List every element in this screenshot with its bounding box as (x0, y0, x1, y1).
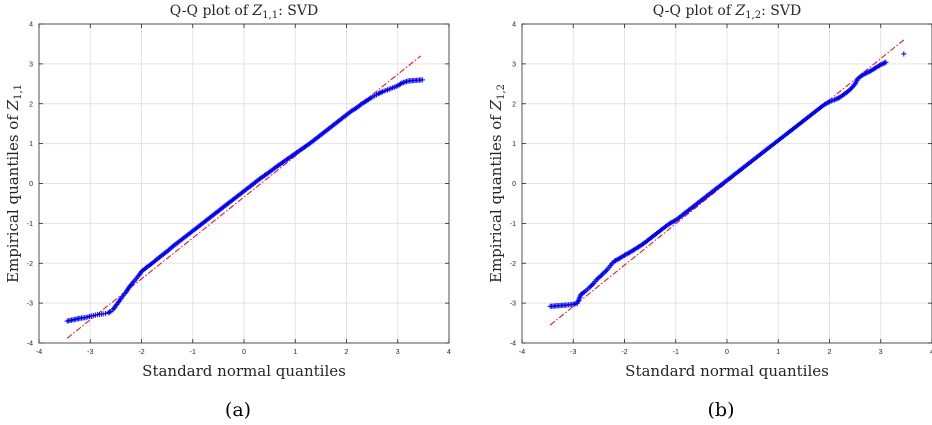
x-tick-label: -1 (673, 349, 679, 356)
y-tick-label: 1 (512, 141, 516, 148)
x-tick-label: 3 (396, 349, 400, 356)
data-point (580, 290, 586, 296)
ylabel-var: Z (487, 99, 505, 111)
y-tick-label: -2 (510, 261, 516, 268)
y-axis-label: Empirical quantiles of Z1,1 (4, 84, 24, 283)
data-point (103, 310, 109, 317)
x-tick-label: -4 (36, 349, 42, 356)
y-tick-label: -3 (510, 301, 516, 308)
x-tick-label: -2 (138, 349, 144, 356)
x-tick-label: 1 (776, 349, 780, 356)
x-tick-label: -3 (570, 349, 576, 356)
ylabel-prefix: Empirical quantiles of (487, 110, 505, 283)
x-tick-label: -1 (190, 349, 196, 356)
y-tick-label: 0 (512, 181, 516, 188)
title-suffix: : SVD (761, 3, 801, 19)
panel-caption: (a) (225, 399, 251, 421)
x-tick-label: 3 (879, 349, 883, 356)
x-tick-label: -4 (519, 349, 525, 356)
data-point (851, 82, 857, 88)
data-point (901, 51, 907, 57)
y-tick-label: -3 (27, 301, 33, 308)
data-point (590, 281, 596, 287)
ylabel-var: Z (4, 99, 22, 111)
y-tick-label: -4 (510, 341, 516, 348)
x-tick-label: 1 (293, 349, 297, 356)
data-points (64, 77, 425, 324)
y-tick-label: -4 (27, 341, 33, 348)
title-prefix: Q-Q plot of (170, 3, 253, 19)
y-tick-label: -1 (27, 221, 33, 228)
ylabel-sub: 1,2 (496, 84, 507, 100)
panel-caption: (b) (708, 399, 735, 421)
x-axis-label: Standard normal quantiles (142, 362, 346, 380)
data-point (419, 77, 425, 83)
title-sub: 1,1 (262, 10, 278, 21)
title-var: Z (734, 3, 745, 19)
y-tick-label: 3 (29, 61, 33, 68)
y-tick-label: 4 (29, 22, 33, 29)
x-tick-label: 0 (242, 349, 246, 356)
title-sub: 1,2 (745, 10, 761, 21)
y-tick-label: 4 (512, 22, 516, 29)
y-tick-label: 2 (512, 101, 516, 108)
chart-title: Q-Q plot of Z1,2: SVD (653, 3, 801, 21)
chart-title: Q-Q plot of Z1,1: SVD (170, 3, 318, 21)
y-tick-label: -2 (27, 261, 33, 268)
x-tick-label: 0 (725, 349, 729, 356)
x-tick-label: 4 (447, 349, 451, 356)
x-axis-label: Standard normal quantiles (625, 362, 829, 380)
y-tick-label: 1 (29, 141, 33, 148)
ylabel-sub: 1,1 (13, 84, 24, 100)
x-tick-label: 2 (345, 349, 349, 356)
x-tick-label: 2 (828, 349, 832, 356)
x-tick-label: -3 (87, 349, 93, 356)
y-axis-label: Empirical quantiles of Z1,2 (487, 84, 507, 283)
y-tick-label: -1 (510, 221, 516, 228)
y-tick-label: 2 (29, 101, 33, 108)
ylabel-prefix: Empirical quantiles of (4, 110, 22, 283)
data-points (547, 51, 907, 309)
x-tick-label: -2 (621, 349, 627, 356)
title-prefix: Q-Q plot of (653, 3, 736, 19)
x-tick-label: 4 (930, 349, 932, 356)
title-suffix: : SVD (278, 3, 318, 19)
title-var: Z (251, 3, 262, 19)
y-tick-label: 3 (512, 61, 516, 68)
data-point (883, 59, 889, 65)
y-tick-label: 0 (29, 181, 33, 188)
